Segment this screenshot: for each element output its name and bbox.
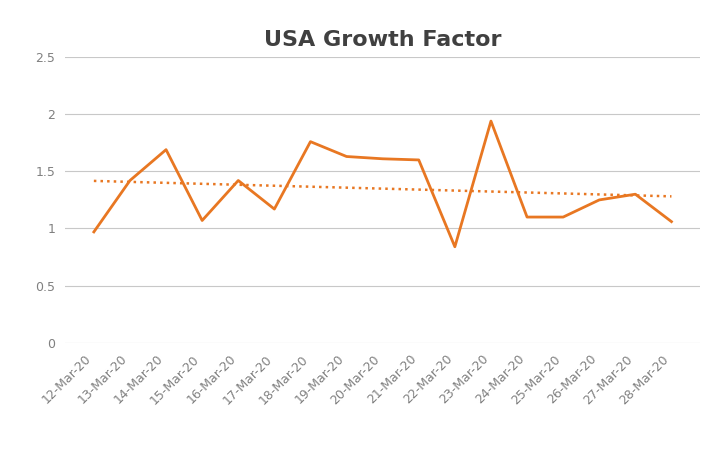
Title: USA Growth Factor: USA Growth Factor	[264, 30, 501, 50]
